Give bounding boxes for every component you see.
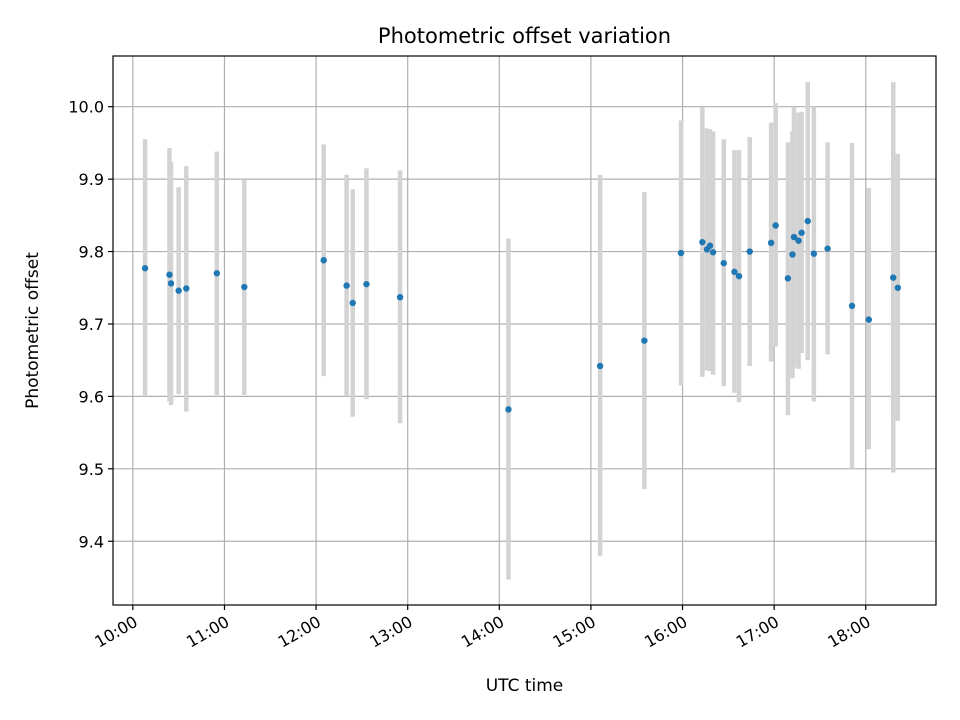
data-point bbox=[894, 284, 902, 291]
chart-title: Photometric offset variation bbox=[378, 24, 671, 48]
data-point bbox=[767, 239, 775, 247]
y-tick-label: 10.0 bbox=[68, 98, 104, 117]
data-point bbox=[396, 293, 404, 301]
data-point bbox=[735, 272, 743, 280]
data-point bbox=[848, 302, 856, 310]
data-point bbox=[720, 259, 727, 267]
data-point bbox=[731, 268, 738, 276]
data-point bbox=[641, 337, 648, 344]
error-bars bbox=[142, 82, 901, 580]
data-point bbox=[505, 406, 512, 413]
data-point bbox=[141, 265, 149, 272]
data-points bbox=[141, 217, 902, 413]
y-axis-title: Photometric offset bbox=[23, 252, 43, 409]
data-point bbox=[343, 282, 350, 289]
data-point bbox=[677, 249, 685, 257]
x-tick-label: 12:00 bbox=[275, 612, 324, 652]
x-tick-label: 10:00 bbox=[91, 612, 140, 652]
data-point bbox=[363, 280, 370, 288]
y-tick-label: 9.7 bbox=[79, 315, 104, 334]
x-tick-label: 13:00 bbox=[366, 612, 415, 652]
data-point bbox=[810, 250, 818, 257]
y-tick-label: 9.9 bbox=[79, 170, 104, 189]
x-tick-label: 15:00 bbox=[549, 612, 598, 652]
data-point bbox=[175, 287, 182, 294]
data-point bbox=[804, 217, 811, 225]
data-point bbox=[824, 245, 831, 252]
data-point bbox=[183, 285, 190, 292]
x-axis-title: UTC time bbox=[486, 676, 564, 696]
data-point bbox=[241, 283, 248, 291]
data-point bbox=[795, 237, 802, 244]
data-point bbox=[890, 274, 897, 281]
data-point bbox=[320, 257, 327, 264]
y-tick-label: 9.4 bbox=[79, 532, 104, 551]
data-point bbox=[213, 270, 221, 277]
x-tick-label: 14:00 bbox=[458, 612, 507, 652]
data-point bbox=[865, 316, 873, 323]
x-tick-label: 17:00 bbox=[733, 612, 782, 652]
x-tick-label: 16:00 bbox=[641, 612, 690, 652]
data-point bbox=[789, 251, 796, 258]
data-point bbox=[167, 280, 175, 287]
data-point bbox=[706, 242, 714, 249]
data-point bbox=[709, 249, 717, 256]
data-point bbox=[349, 299, 356, 307]
y-axis: 9.4 9.5 9.6 9.7 9.8 9.9 10.0 bbox=[68, 98, 113, 551]
data-point bbox=[790, 233, 798, 241]
data-point bbox=[166, 271, 173, 278]
y-tick-label: 9.5 bbox=[79, 460, 104, 479]
data-point bbox=[784, 275, 792, 282]
data-point bbox=[798, 229, 805, 236]
plot-area-frame bbox=[112, 55, 937, 606]
data-point bbox=[596, 362, 604, 370]
y-tick-label: 9.6 bbox=[79, 387, 104, 406]
data-point bbox=[699, 238, 706, 246]
y-tick-label: 9.8 bbox=[79, 243, 104, 262]
data-point bbox=[746, 248, 753, 255]
x-tick-label: 11:00 bbox=[183, 612, 232, 652]
x-tick-label: 18:00 bbox=[824, 612, 873, 652]
x-axis: 10:00 11:00 12:00 13:00 14:00 15:00 16:00 17:00… bbox=[91, 605, 874, 652]
data-point bbox=[772, 222, 779, 229]
